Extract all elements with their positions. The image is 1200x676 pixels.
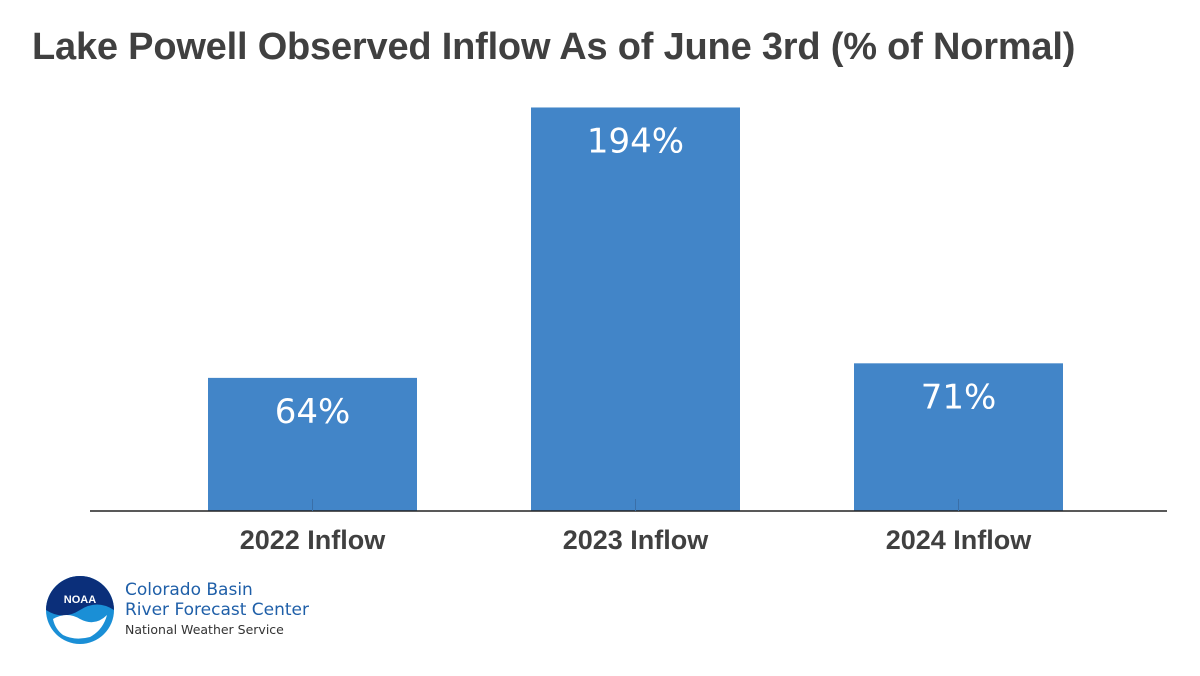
data-label-1: 64%	[275, 392, 351, 432]
chart-title: Lake Powell Observed Inflow As of June 3…	[32, 26, 1076, 68]
category-label-3: 2024 Inflow	[886, 525, 1033, 555]
noaa-logo: NOAA	[46, 576, 114, 644]
data-label-3: 71%	[921, 377, 997, 417]
data-label-2: 194%	[587, 121, 684, 161]
labels-group: 64% 2022 Inflow 194% 2023 Inflow 71% 2024 Inf…	[240, 121, 1033, 555]
bars-group	[208, 107, 1063, 511]
bar-1	[208, 377, 417, 511]
bar-3	[854, 363, 1063, 511]
category-label-2: 2023 Inflow	[563, 525, 710, 555]
organization-block: Colorado Basin River Forecast Center Nat…	[125, 580, 310, 638]
category-label-1: 2022 Inflow	[240, 525, 387, 555]
org-name-line2: River Forecast Center	[125, 599, 310, 620]
bar-2	[531, 107, 740, 511]
org-parent: National Weather Service	[125, 622, 284, 638]
x-ticks-group	[312, 499, 959, 511]
org-name-line1: Colorado Basin	[125, 580, 253, 600]
noaa-logo-text: NOAA	[64, 594, 96, 606]
